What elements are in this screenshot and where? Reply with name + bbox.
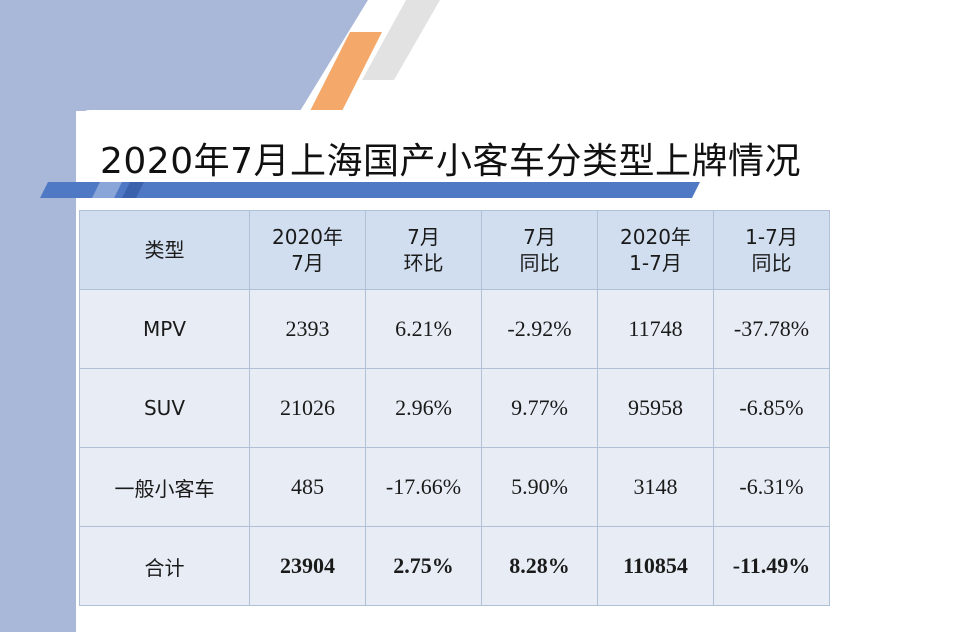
table-cell: -6.85%	[713, 368, 830, 448]
table-cell: 11748	[597, 289, 714, 369]
table-cell: 21026	[249, 368, 366, 448]
table-cell: 95958	[597, 368, 714, 448]
row-label: MPV	[79, 289, 250, 369]
registration-table: 类型 2020年 7月 7月 环比 7月 同比 2020年 1-7月 1-7月 同比 MP…	[79, 210, 830, 606]
row-label: 一般小客车	[79, 447, 250, 527]
table-cell: 485	[249, 447, 366, 527]
table-cell: -6.31%	[713, 447, 830, 527]
table-cell: -37.78%	[713, 289, 830, 369]
row-label: SUV	[79, 368, 250, 448]
table-cell: 23904	[249, 526, 366, 606]
table-row: MPV 2393 6.21% -2.92% 11748 -37.78%	[79, 289, 830, 369]
table-cell: -17.66%	[365, 447, 482, 527]
header-cell-yoy: 7月 同比	[481, 210, 598, 290]
table-header-row: 类型 2020年 7月 7月 环比 7月 同比 2020年 1-7月 1-7月 同比	[79, 210, 830, 290]
title-underline-bar	[40, 182, 700, 198]
table-cell: 9.77%	[481, 368, 598, 448]
page-title: 2020年7月上海国产小客车分类型上牌情况	[100, 141, 802, 182]
table-cell: -11.49%	[713, 526, 830, 606]
header-cell-ytd-yoy: 1-7月 同比	[713, 210, 830, 290]
table-row: SUV 21026 2.96% 9.77% 95958 -6.85%	[79, 368, 830, 448]
table-row: 一般小客车 485 -17.66% 5.90% 3148 -6.31%	[79, 447, 830, 527]
header-cell-ytd: 2020年 1-7月	[597, 210, 714, 290]
table-cell: 3148	[597, 447, 714, 527]
row-label: 合计	[79, 526, 250, 606]
table-cell: 6.21%	[365, 289, 482, 369]
table-row-total: 合计 23904 2.75% 8.28% 110854 -11.49%	[79, 526, 830, 606]
header-cell-mom: 7月 环比	[365, 210, 482, 290]
table-cell: -2.92%	[481, 289, 598, 369]
table-cell: 110854	[597, 526, 714, 606]
header-cell-type: 类型	[79, 210, 250, 290]
header-cell-july: 2020年 7月	[249, 210, 366, 290]
table-cell: 2.75%	[365, 526, 482, 606]
table-cell: 5.90%	[481, 447, 598, 527]
table-cell: 2.96%	[365, 368, 482, 448]
table-cell: 2393	[249, 289, 366, 369]
table-cell: 8.28%	[481, 526, 598, 606]
